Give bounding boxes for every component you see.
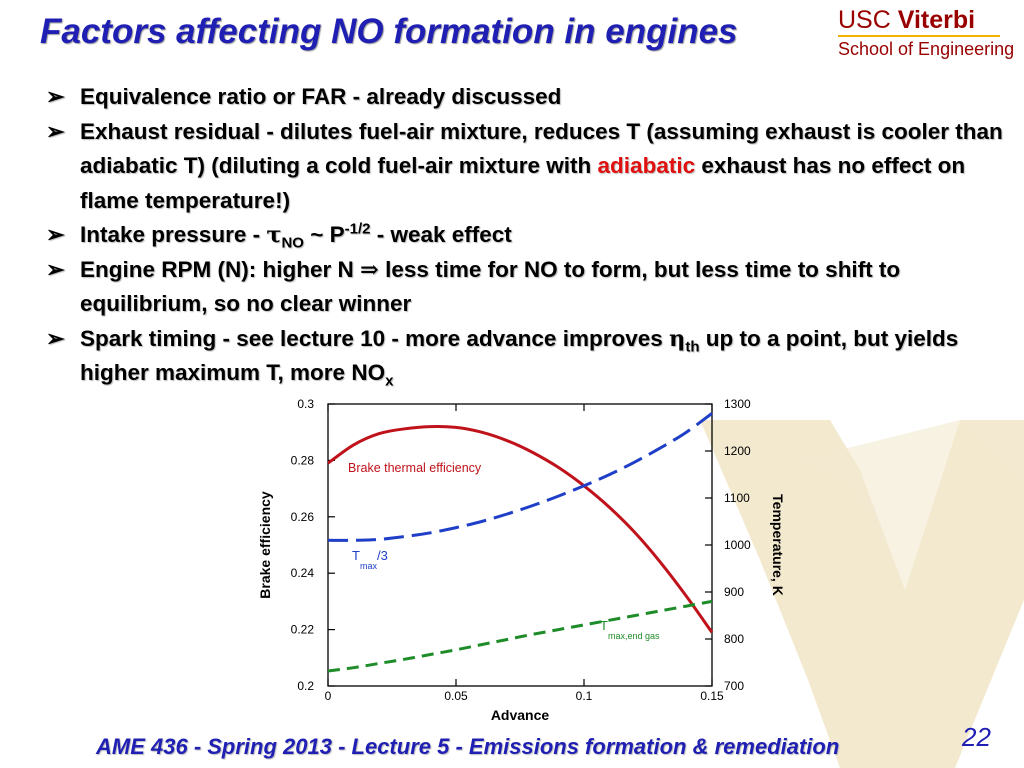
label-tmax-end-gas: Tmax,end gas [600, 618, 660, 641]
page-number: 22 [962, 722, 991, 752]
y-left-tick-label: 0.2 [297, 679, 314, 693]
y-left-axis-label: Brake efficiency [257, 491, 273, 599]
x-tick-label: 0.1 [576, 689, 593, 703]
y-left-tick-label: 0.3 [297, 397, 314, 411]
y-right-axis-label: Temperature, K [770, 494, 786, 596]
bullet-spark-timing: ➢ Spark timing - see lecture 10 - more a… [46, 322, 1006, 391]
x-axis-label: Advance [491, 707, 550, 723]
label-tmax: Tmax/3 [352, 548, 388, 571]
y-right-tick-label: 1200 [724, 444, 751, 458]
highlight-adiabatic: adiabatic [597, 153, 696, 178]
y-right-tick-label: 900 [724, 585, 744, 599]
series-brake-efficiency-line [327, 424, 714, 634]
bullet-exhaust-residual: ➢ Exhaust residual - dilutes fuel-air mi… [46, 115, 1006, 219]
series-tmax-end-gas-line [327, 599, 713, 673]
y-right-tick-label: 800 [724, 632, 744, 646]
arrow-bullet-icon: ➢ [46, 222, 65, 247]
arrow-bullet-icon: ➢ [46, 256, 65, 282]
y-right-tick-label: 1300 [724, 397, 751, 411]
arrow-bullet-icon: ➢ [46, 118, 65, 144]
slide-title: Factors affecting NO formation in engine… [40, 12, 738, 51]
arrow-bullet-icon: ➢ [46, 84, 65, 109]
bullet-list: ➢ Equivalence ratio or FAR - already dis… [46, 80, 1006, 391]
series-tmax-line [327, 412, 713, 542]
x-tick-label: 0.15 [700, 689, 724, 703]
y-left-tick-label: 0.24 [291, 566, 315, 580]
x-tick-label: 0.05 [444, 689, 468, 703]
arrow-bullet-icon: ➢ [46, 325, 65, 351]
usc-viterbi-logo: USC Viterbi School of Engineering [838, 6, 1015, 59]
slide-footer: AME 436 - Spring 2013 - Lecture 5 - Emis… [96, 734, 840, 759]
advance-chart: 0 0.05 0.1 0.15 0.2 0.22 0.24 0.26 0.28 0.3 700 800… [257, 397, 786, 723]
y-right-tick-label: 700 [724, 679, 744, 693]
x-tick-label: 0 [325, 689, 332, 703]
bullet-equivalence-ratio: ➢ Equivalence ratio or FAR - already dis… [46, 80, 1006, 115]
bullet-intake-pressure: ➢ Intake pressure - τNO ~ P-1/2 - weak e… [46, 218, 1006, 253]
bullet-engine-rpm: ➢ Engine RPM (N): higher N ⇒ less time f… [46, 253, 1006, 322]
y-left-tick-label: 0.26 [291, 510, 315, 524]
y-right-tick-label: 1000 [724, 538, 751, 552]
y-left-tick-label: 0.28 [291, 453, 315, 467]
label-brake-thermal-efficiency: Brake thermal efficiency [348, 461, 482, 475]
y-right-tick-label: 1100 [724, 491, 750, 505]
y-left-tick-label: 0.22 [291, 623, 315, 637]
